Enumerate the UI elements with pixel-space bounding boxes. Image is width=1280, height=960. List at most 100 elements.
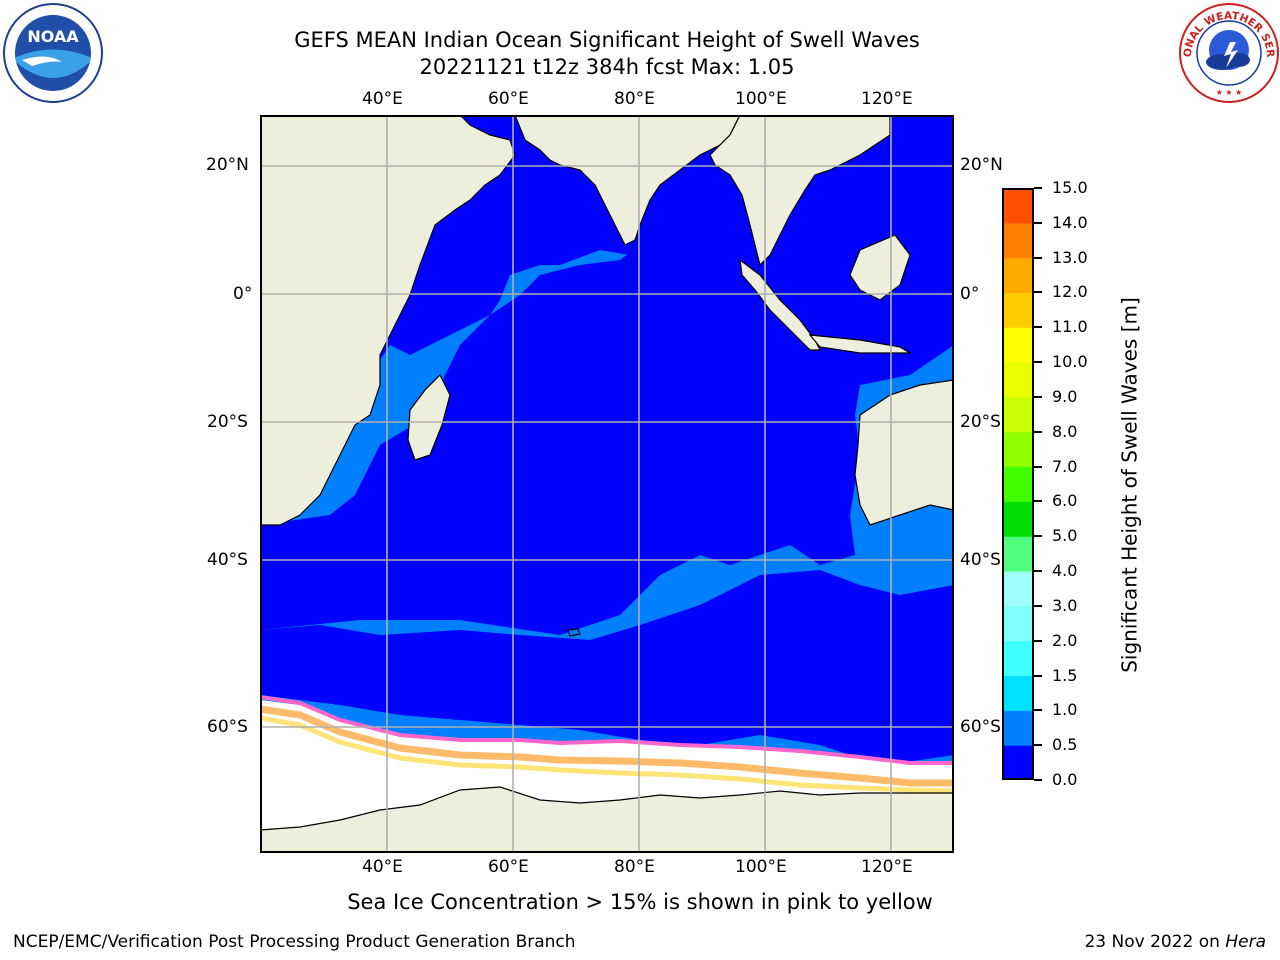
colorbar-tick-mark	[1034, 535, 1042, 538]
footer-date-text: 23 Nov 2022 on	[1084, 932, 1226, 952]
colorbar-tick-mark	[1034, 256, 1042, 259]
lon-label-top: 100°E	[735, 89, 787, 109]
colorbar-tick-mark	[1034, 779, 1042, 781]
colorbar-tick-mark	[1034, 187, 1042, 189]
lat-label-left: 0°	[233, 284, 253, 304]
map-subtitle: 20221121 t12z 384h fcst Max: 1.05	[419, 55, 795, 79]
colorbar-tick-label: 0.5	[1052, 735, 1078, 755]
colorbar-segment	[1002, 362, 1034, 398]
colorbar-segment	[1002, 675, 1034, 711]
colorbar-segment	[1002, 188, 1034, 224]
sea-ice-edge-pink	[259, 695, 954, 765]
colorbar-tick-label: 12.0	[1052, 282, 1088, 302]
colorbar-tick-label: 7.0	[1052, 456, 1078, 476]
colorbar-segment	[1002, 571, 1034, 607]
lat-label-left: 20°N	[206, 155, 249, 175]
lat-label-left: 40°S	[207, 550, 248, 570]
colorbar-tick-label: 3.0	[1052, 595, 1078, 615]
map-border	[260, 115, 954, 853]
colorbar-tick-mark	[1034, 674, 1042, 677]
footer-date: 23 Nov 2022 on Hera	[1084, 932, 1266, 952]
colorbar-segment	[1002, 640, 1034, 677]
land-australia	[854, 379, 955, 526]
colorbar-segment	[1002, 327, 1034, 363]
lat-label-right: 60°S	[960, 717, 1001, 737]
colorbar-tick-mark	[1034, 570, 1042, 573]
colorbar-tick-label: 1.0	[1052, 700, 1078, 720]
lon-label-top: 80°E	[614, 89, 655, 109]
colorbar-segment	[1002, 431, 1034, 468]
colorbar-tick-label: 15.0	[1052, 178, 1088, 197]
colorbar-tick-label: 14.0	[1052, 212, 1088, 232]
colorbar-tick-mark	[1034, 744, 1042, 747]
lat-label-right: 40°S	[960, 550, 1001, 570]
sea-ice-edge-orange	[259, 705, 954, 787]
colorbar-label-text: Significant Height of Swell Waves [m]	[1117, 297, 1142, 673]
colorbar-tick-label: 1.5	[1052, 665, 1078, 685]
colorbar-tick-label: 6.0	[1052, 491, 1078, 511]
colorbar-tick-label: 4.0	[1052, 561, 1078, 581]
colorbar-tick-mark	[1034, 291, 1042, 294]
colorbar-tick-label: 2.0	[1052, 630, 1078, 650]
svg-text:★ ★ ★: ★ ★ ★	[1216, 88, 1243, 97]
map-title: GEFS MEAN Indian Ocean Significant Heigh…	[294, 28, 920, 52]
lat-label-right: 20°S	[960, 412, 1001, 432]
colorbar-tick-label: 0.0	[1052, 770, 1078, 789]
colorbar-tick-label: 10.0	[1052, 352, 1088, 372]
sea-ice-edge-yellow	[259, 715, 955, 794]
land-java	[808, 334, 913, 354]
colorbar-segment	[1002, 745, 1034, 781]
lon-label-bottom: 120°E	[861, 857, 913, 877]
nws-logo-icon: NATIONAL WEATHER SERVICE ★ ★ ★	[1174, 0, 1280, 108]
colorbar-tick-mark	[1034, 639, 1042, 642]
colorbar-tick-mark	[1034, 326, 1042, 329]
land-sumatra	[739, 258, 821, 351]
lon-label-top: 40°E	[362, 89, 403, 109]
colorbar-segment	[1002, 501, 1034, 537]
colorbar-segment	[1002, 466, 1034, 502]
colorbar-segment	[1002, 710, 1034, 746]
sea-ice-caption: Sea Ice Concentration > 15% is shown in …	[347, 890, 933, 914]
lat-label-left: 60°S	[207, 717, 248, 737]
colorbar-segment	[1002, 257, 1034, 293]
colorbar-segment	[1002, 605, 1034, 642]
land-madagascar	[407, 373, 451, 461]
colorbar-tick-label: 13.0	[1052, 247, 1088, 267]
colorbar-tick-mark	[1034, 430, 1042, 433]
colorbar-segment	[1002, 396, 1034, 433]
colorbar-segment	[1002, 536, 1034, 572]
ocean-swell-0.0-0.5-south	[260, 570, 954, 765]
lon-label-bottom: 80°E	[614, 857, 655, 877]
colorbar-tick-label: 9.0	[1052, 386, 1078, 406]
colorbar-tick-mark	[1034, 709, 1042, 712]
land-borneo	[849, 234, 911, 301]
colorbar	[1002, 188, 1034, 781]
colorbar-tick-mark	[1034, 465, 1042, 468]
map-graticule	[260, 115, 954, 853]
colorbar-frame	[1002, 188, 1034, 780]
footer-host: Hera	[1225, 932, 1266, 952]
lat-label-left: 20°S	[207, 412, 248, 432]
swell-height-map	[259, 114, 955, 854]
land-antarctica	[259, 786, 955, 854]
colorbar-tick-mark	[1034, 500, 1042, 503]
colorbar-tick-label: 5.0	[1052, 526, 1078, 546]
lat-label-right: 0°	[960, 284, 980, 304]
lat-label-right: 20°N	[960, 155, 1003, 175]
lon-label-bottom: 100°E	[735, 857, 787, 877]
colorbar-tick-mark	[1034, 395, 1042, 398]
colorbar-segment	[1002, 292, 1034, 328]
colorbar-tick-mark	[1034, 221, 1042, 224]
colorbar-tick-mark	[1034, 604, 1042, 607]
colorbar-tick-label: 8.0	[1052, 421, 1078, 441]
land-kerguelen	[567, 628, 581, 637]
lon-label-bottom: 40°E	[362, 857, 403, 877]
footer-credit: NCEP/EMC/Verification Post Processing Pr…	[13, 932, 576, 952]
land-india	[514, 114, 741, 246]
colorbar-tick-mark	[1034, 361, 1042, 364]
noaa-logo-icon: NOAA	[2, 2, 104, 108]
noaa-logo-text: NOAA	[27, 27, 79, 46]
lon-label-bottom: 60°E	[488, 857, 529, 877]
lon-label-top: 120°E	[861, 89, 913, 109]
colorbar-segment	[1002, 222, 1034, 259]
